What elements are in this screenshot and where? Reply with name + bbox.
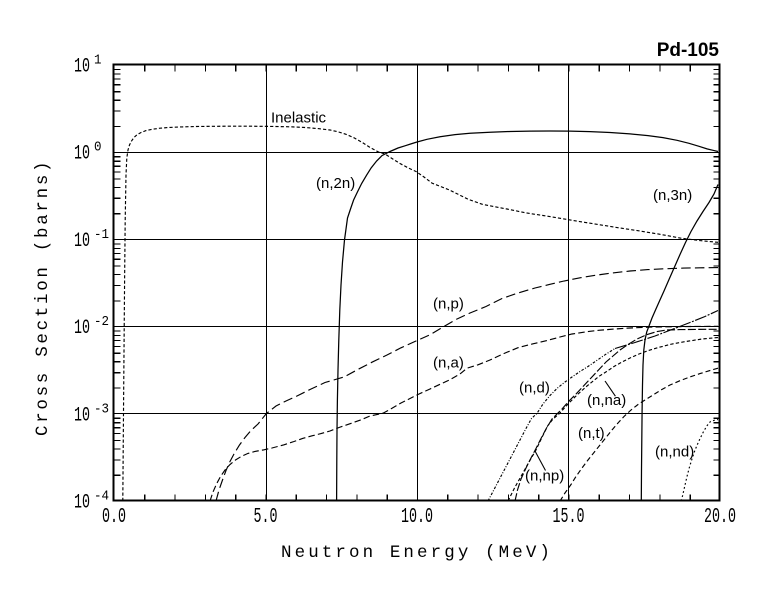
svg-text:10: 10: [74, 492, 90, 515]
svg-text:Pd-105: Pd-105: [657, 40, 720, 61]
svg-text:5.0: 5.0: [254, 505, 278, 529]
svg-text:10: 10: [74, 230, 90, 253]
svg-text:(n,t): (n,t): [578, 425, 605, 442]
svg-text:0.0: 0.0: [102, 505, 126, 529]
svg-text:10.0: 10.0: [401, 505, 433, 529]
svg-text:(n,3n): (n,3n): [653, 187, 692, 204]
svg-text:20.0: 20.0: [704, 505, 736, 529]
svg-text:(n,na): (n,na): [587, 392, 626, 409]
svg-text:0: 0: [94, 141, 102, 156]
svg-text:Neutron Energy (MeV): Neutron Energy (MeV): [281, 543, 553, 563]
svg-text:(n,p): (n,p): [433, 296, 464, 313]
svg-text:-2: -2: [94, 315, 109, 330]
svg-text:-1: -1: [94, 228, 109, 243]
svg-text:(n,np): (n,np): [525, 468, 564, 485]
svg-text:10: 10: [74, 317, 90, 340]
svg-text:10: 10: [74, 56, 90, 79]
svg-text:-4: -4: [94, 490, 109, 505]
svg-text:Cross Section (barns): Cross Section (barns): [33, 159, 53, 436]
svg-text:(n,2n): (n,2n): [316, 175, 355, 192]
svg-text:15.0: 15.0: [553, 505, 585, 529]
svg-text:1: 1: [94, 54, 102, 69]
svg-text:(n,d): (n,d): [519, 380, 550, 397]
svg-text:10: 10: [74, 404, 90, 427]
svg-text:10: 10: [74, 143, 90, 166]
svg-text:Inelastic: Inelastic: [271, 110, 327, 127]
svg-text:(n,a): (n,a): [433, 355, 464, 372]
svg-text:(n,nd): (n,nd): [655, 444, 694, 461]
svg-text:-3: -3: [94, 402, 109, 417]
